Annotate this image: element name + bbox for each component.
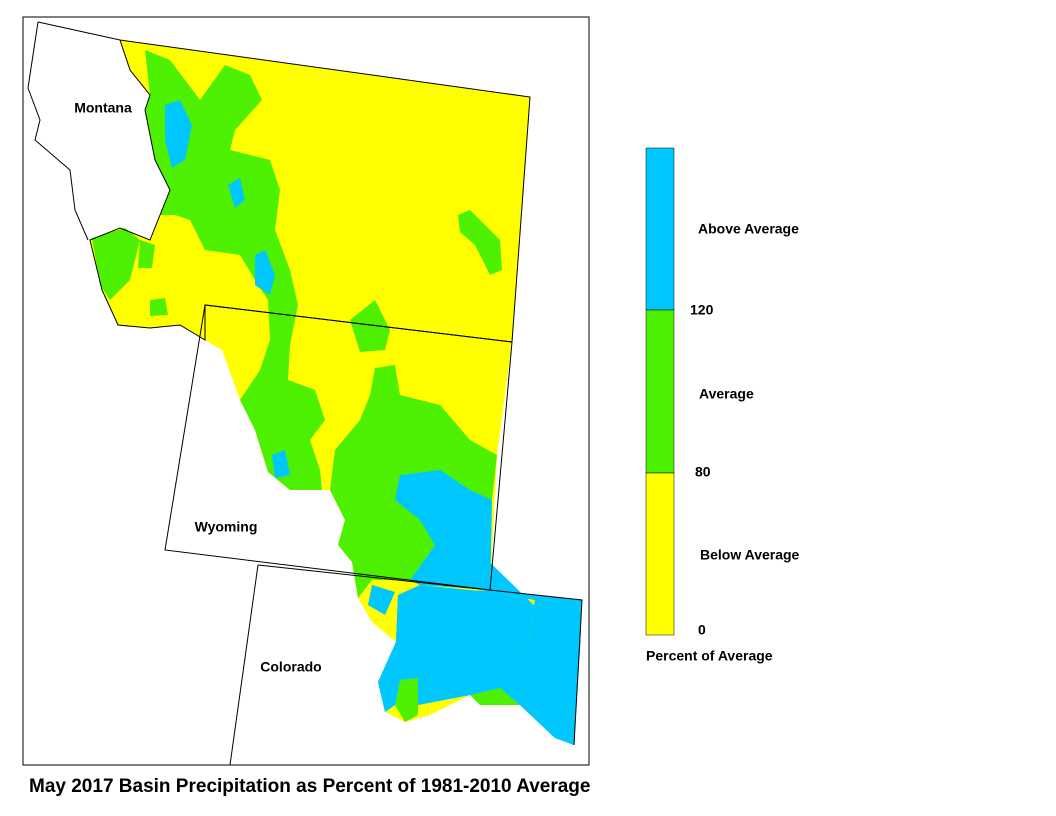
basin-average bbox=[145, 50, 325, 490]
state-label: Wyoming bbox=[195, 519, 258, 535]
legend-title: Percent of Average bbox=[646, 648, 773, 664]
state-label: Colorado bbox=[260, 659, 321, 675]
legend-tick-label: 0 bbox=[698, 622, 706, 638]
legend-label: Below Average bbox=[700, 547, 800, 563]
legend-swatch bbox=[645, 147, 675, 311]
basin-average bbox=[92, 228, 168, 316]
legend-label: Above Average bbox=[698, 221, 799, 237]
legend: Above Average Average Below Average 120 … bbox=[645, 147, 800, 664]
colorado-border bbox=[229, 564, 583, 766]
legend-swatch bbox=[645, 309, 675, 474]
basin-average bbox=[330, 300, 497, 598]
legend-swatch bbox=[645, 472, 675, 636]
basin-above-average bbox=[165, 100, 290, 478]
legend-tick-label: 80 bbox=[695, 464, 711, 480]
basin-above-average bbox=[368, 470, 492, 615]
basin-above-average bbox=[378, 590, 582, 745]
legend-label: Average bbox=[699, 386, 754, 402]
map-title: May 2017 Basin Precipitation as Percent … bbox=[29, 776, 590, 797]
state-label: Montana bbox=[74, 100, 132, 116]
legend-tick-label: 120 bbox=[690, 302, 714, 318]
